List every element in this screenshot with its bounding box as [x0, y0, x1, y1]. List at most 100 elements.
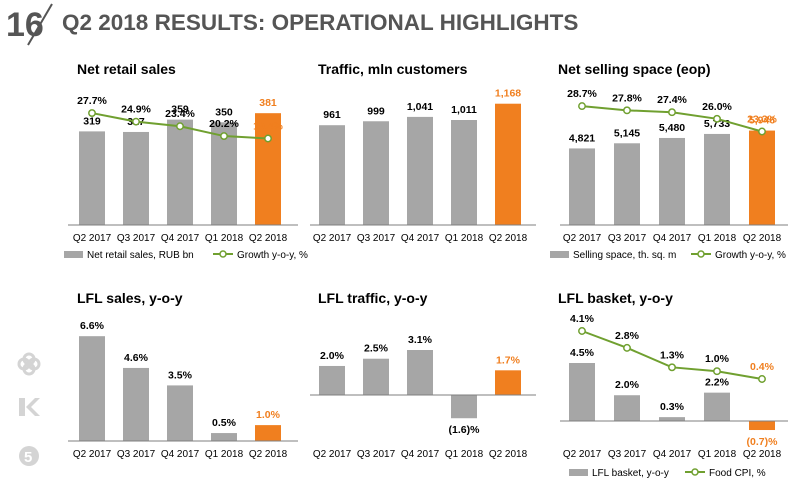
data-label: 319 — [83, 115, 101, 127]
tick-label: Q3 2017 — [357, 449, 396, 460]
data-label: 4.6% — [124, 352, 149, 364]
data-label: 3.1% — [408, 334, 433, 346]
line-point — [578, 102, 586, 111]
legend-label: Net retail sales, RUB bn — [87, 250, 194, 261]
legend-swatch-bar — [569, 469, 588, 476]
line-point — [623, 106, 631, 115]
line-point — [176, 122, 184, 131]
tick-label: Q2 2017 — [73, 449, 112, 460]
legend: Net retail sales, RUB bn Growth y-o-y, % — [64, 250, 308, 261]
tick-label: Q2 2017 — [73, 233, 112, 244]
bar — [569, 148, 595, 225]
svg-text:5: 5 — [24, 449, 32, 466]
bar — [659, 137, 685, 225]
bar — [614, 143, 640, 225]
chart-2: Traffic, mln customers 961 999 1,041 1,011 1,… — [310, 61, 536, 244]
line-point — [758, 127, 766, 136]
line-label: 27.4% — [657, 94, 687, 106]
tick-label: Q2 2018 — [489, 449, 528, 460]
tick-label: Q2 2018 — [743, 449, 782, 460]
tick-label: Q2 2017 — [313, 449, 352, 460]
data-label: 5,480 — [659, 122, 685, 134]
data-label: 1,011 — [451, 104, 477, 116]
bar — [79, 336, 105, 441]
data-label: 0.3% — [660, 401, 685, 413]
k-logo — [19, 398, 40, 416]
bar — [614, 395, 640, 421]
tick-label: Q1 2018 — [445, 233, 484, 244]
legend-label: LFL basket, y-o-y — [592, 468, 669, 479]
line-label: 19.4% — [253, 121, 283, 133]
line-point — [713, 367, 721, 376]
legend-swatch-bar — [550, 251, 569, 258]
charts-layer: Net retail sales319317359350381Q2 2017Q3… — [64, 61, 788, 479]
bar — [407, 350, 433, 395]
data-label: 5,145 — [614, 127, 640, 139]
bar — [211, 433, 237, 441]
tick-label: Q4 2017 — [401, 449, 440, 460]
chart-title: LFL traffic, y-o-y — [318, 290, 428, 306]
line-point — [264, 134, 272, 143]
data-label: 5,946 — [749, 115, 775, 127]
line-label: 1.3% — [660, 349, 685, 361]
legend-label: Growth y-o-y, % — [715, 250, 786, 261]
tick-label: Q2 2017 — [563, 449, 602, 460]
line-label: 23.4% — [165, 108, 195, 120]
tick-label: Q2 2017 — [563, 233, 602, 244]
bar — [123, 367, 149, 441]
page-number: 16 — [6, 6, 44, 44]
line-label: 27.7% — [77, 95, 107, 107]
bar — [451, 395, 477, 419]
bar — [451, 120, 477, 225]
bar — [659, 417, 685, 421]
line-label: 24.9% — [121, 104, 151, 116]
line-point — [578, 327, 586, 335]
bar — [79, 131, 105, 225]
legend-marker — [697, 250, 705, 258]
line-point — [668, 363, 676, 372]
chart-title: Net selling space (eop) — [558, 61, 710, 77]
line-point — [623, 343, 631, 352]
chart-3: Net selling space (eop) 4,821 5,145 5,480 5,… — [550, 61, 788, 261]
bar — [255, 425, 281, 441]
bar — [704, 133, 730, 225]
line-point — [88, 109, 96, 118]
data-label: 2.5% — [364, 343, 389, 355]
tick-label: Q4 2017 — [653, 449, 692, 460]
bar — [495, 103, 521, 225]
clover-logo — [17, 352, 41, 376]
bar — [319, 125, 345, 225]
chart-title: LFL basket, y-o-y — [558, 290, 673, 306]
line-point — [668, 108, 676, 117]
tick-label: Q4 2017 — [161, 233, 200, 244]
bar — [319, 365, 345, 395]
line-point — [758, 375, 766, 383]
data-label: 1.0% — [256, 409, 281, 421]
chart-6: LFL basket, y-o-y4.5%2.0%0.3%2.2%(0.7)%Q… — [558, 290, 788, 479]
chart-1: Net retail sales319317359350381Q2 2017Q3… — [64, 61, 308, 261]
data-label: 2.2% — [705, 377, 730, 389]
data-label: (1.6)% — [449, 424, 481, 436]
line-label: 4.1% — [570, 313, 595, 325]
tick-label: Q1 2018 — [205, 449, 244, 460]
legend: LFL basket, y-o-y Food CPI, % — [569, 468, 766, 479]
data-label: 999 — [367, 105, 385, 117]
line-label: 20.2% — [209, 118, 239, 130]
line-label: 23.3% — [747, 113, 777, 125]
line-label: 2.8% — [615, 330, 640, 342]
line-label: 0.4% — [750, 361, 775, 373]
bar — [407, 116, 433, 225]
line-label: 28.7% — [567, 88, 597, 100]
bar — [255, 113, 281, 225]
tick-label: Q2 2018 — [249, 449, 288, 460]
tick-label: Q1 2018 — [445, 449, 484, 460]
data-label: (0.7)% — [747, 436, 779, 448]
tick-label: Q3 2017 — [117, 449, 156, 460]
legend-marker — [219, 250, 227, 258]
legend-label: Selling space, th. sq. m — [573, 250, 676, 261]
bar — [749, 421, 775, 431]
line-point — [220, 132, 228, 141]
data-label: 359 — [171, 104, 189, 116]
legend-marker — [691, 468, 699, 476]
tick-label: Q3 2017 — [357, 233, 396, 244]
